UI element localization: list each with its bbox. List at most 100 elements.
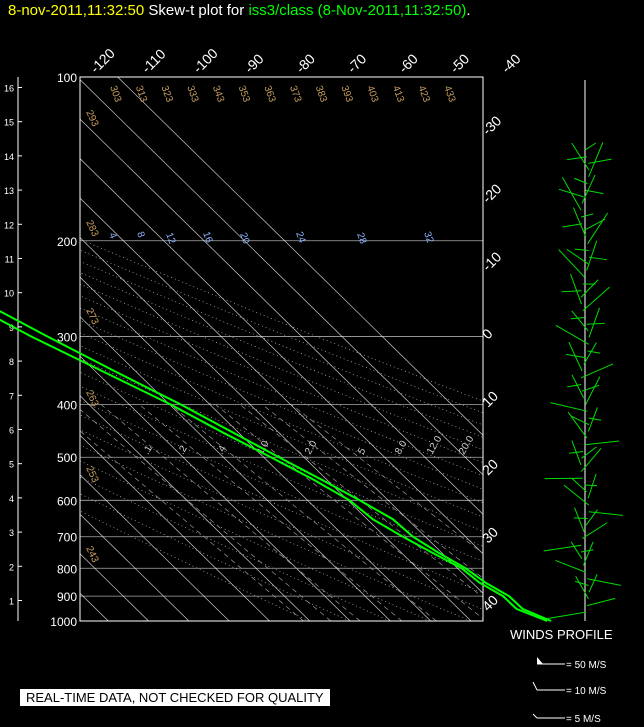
wind-barb	[584, 142, 597, 151]
isotherm-label-top: -90	[241, 50, 267, 76]
wind-barb	[567, 384, 582, 388]
pressure-label: 200	[57, 235, 77, 249]
mixing-ratio-label: 4	[106, 231, 118, 240]
dry-adiabat-label: 383	[313, 84, 329, 104]
mixing-ratio-label: 20	[237, 231, 251, 246]
isotherm-label-right: 10	[479, 388, 501, 410]
dry-adiabat	[80, 493, 350, 621]
mixing-ratio-label-lower: .4	[215, 443, 229, 456]
wind-barb	[555, 324, 589, 345]
mixing-ratio-label-lower: 20.0	[457, 434, 476, 457]
isotherm-label-top: -40	[498, 50, 524, 76]
wind-barb	[550, 402, 588, 412]
dry-adiabat-label: 403	[364, 84, 380, 104]
wind-barb	[584, 440, 620, 446]
dry-adiabat-label-left: 253	[83, 465, 100, 485]
wind-barb	[570, 541, 583, 559]
wind-barb	[571, 374, 585, 399]
isotherm-label-right: 30	[479, 524, 501, 546]
wind-barb	[585, 189, 604, 195]
mixing-ratio-label: 32	[421, 230, 435, 245]
wind-barb	[586, 322, 605, 325]
title-suffix: .	[466, 2, 471, 19]
dry-adiabat	[80, 307, 483, 477]
pressure-label: 700	[57, 531, 77, 545]
height-label: 5	[9, 460, 14, 470]
isotherm-line	[80, 434, 270, 621]
wind-barb	[581, 384, 600, 392]
wind-barb	[574, 507, 585, 533]
isotherm-line	[80, 513, 190, 621]
height-label: 2	[9, 562, 14, 572]
wind-barb	[588, 511, 623, 516]
wind-barb	[563, 484, 590, 506]
wind-barb	[587, 578, 621, 586]
dry-adiabat-label: 313	[133, 84, 149, 104]
dry-adiabat-label: 393	[338, 84, 354, 104]
wind-barb	[571, 440, 582, 466]
winds-profile-title: WINDS PROFILE	[510, 627, 613, 642]
wind-barb	[572, 207, 587, 238]
isotherm-line	[80, 355, 351, 621]
wind-barb	[566, 248, 589, 265]
dry-adiabat-label: 373	[287, 84, 303, 104]
wind-barb	[581, 213, 594, 218]
wind-barb	[543, 544, 582, 552]
isotherm-line	[80, 79, 483, 476]
isotherm-line	[80, 316, 391, 621]
pressure-label: 300	[57, 331, 77, 345]
wind-barb	[566, 353, 586, 359]
dry-adiabat-label: 333	[184, 84, 200, 104]
dry-adiabat	[80, 272, 483, 438]
dry-adiabat	[80, 358, 483, 532]
wind-barb	[585, 509, 598, 526]
title-timestamp: 8-nov-2011,11:32:50	[8, 2, 145, 19]
mixing-ratio-line	[170, 404, 437, 621]
quality-disclaimer: REAL-TIME DATA, NOT CHECKED FOR QUALITY	[20, 689, 330, 706]
isotherm-line	[117, 77, 483, 436]
height-label: 16	[4, 83, 14, 93]
wind-barb	[582, 522, 608, 540]
mixing-ratio-label-lower: 12.0	[425, 434, 444, 457]
dry-adiabat-label-left: 243	[83, 545, 100, 565]
height-label: 6	[9, 425, 14, 435]
pressure-label: 600	[57, 494, 77, 508]
dry-adiabat-label: 323	[159, 84, 175, 104]
isotherm-label-top: -100	[190, 45, 221, 76]
wind-barb	[587, 212, 609, 245]
wind-legend-label: = 5 M/S	[566, 714, 601, 725]
isotherm-label-right: 0	[479, 325, 496, 342]
pressure-label: 1000	[50, 615, 77, 629]
mixing-ratio-line	[80, 408, 332, 621]
wind-barb	[567, 156, 587, 161]
wind-barb	[581, 174, 596, 204]
dry-adiabat-label: 423	[416, 84, 432, 104]
height-label: 11	[5, 254, 14, 264]
wind-barb	[555, 559, 586, 573]
title-source: iss3/class (8-Nov-2011,11:32:50)	[248, 2, 467, 19]
mixing-ratio-label: 12	[163, 231, 177, 246]
isotherm-line	[80, 592, 109, 621]
dry-adiabat	[80, 249, 483, 414]
wind-barb	[571, 310, 589, 332]
isotherm-line	[80, 395, 311, 621]
mixing-ratio-label: 28	[354, 231, 368, 246]
height-label: 8	[9, 357, 14, 367]
wind-barb	[585, 376, 601, 405]
dry-adiabat	[80, 399, 483, 578]
plot-title: 8-nov-2011,11:32:50 Skew-t plot for iss3…	[8, 2, 471, 19]
wind-barb	[558, 249, 586, 278]
wind-barb	[580, 447, 602, 472]
wind-barb	[586, 597, 616, 607]
dry-adiabat	[80, 238, 483, 402]
wind-barb	[583, 218, 606, 231]
mixing-ratio-line	[261, 404, 483, 579]
wind-barb	[588, 256, 607, 261]
dry-adiabat	[80, 371, 483, 547]
wind-barb	[561, 176, 582, 211]
dry-adiabat-label: 433	[441, 84, 457, 104]
height-label: 10	[4, 289, 14, 299]
temperature-profile	[0, 310, 552, 622]
dry-adiabat-label-left: 273	[83, 307, 100, 327]
